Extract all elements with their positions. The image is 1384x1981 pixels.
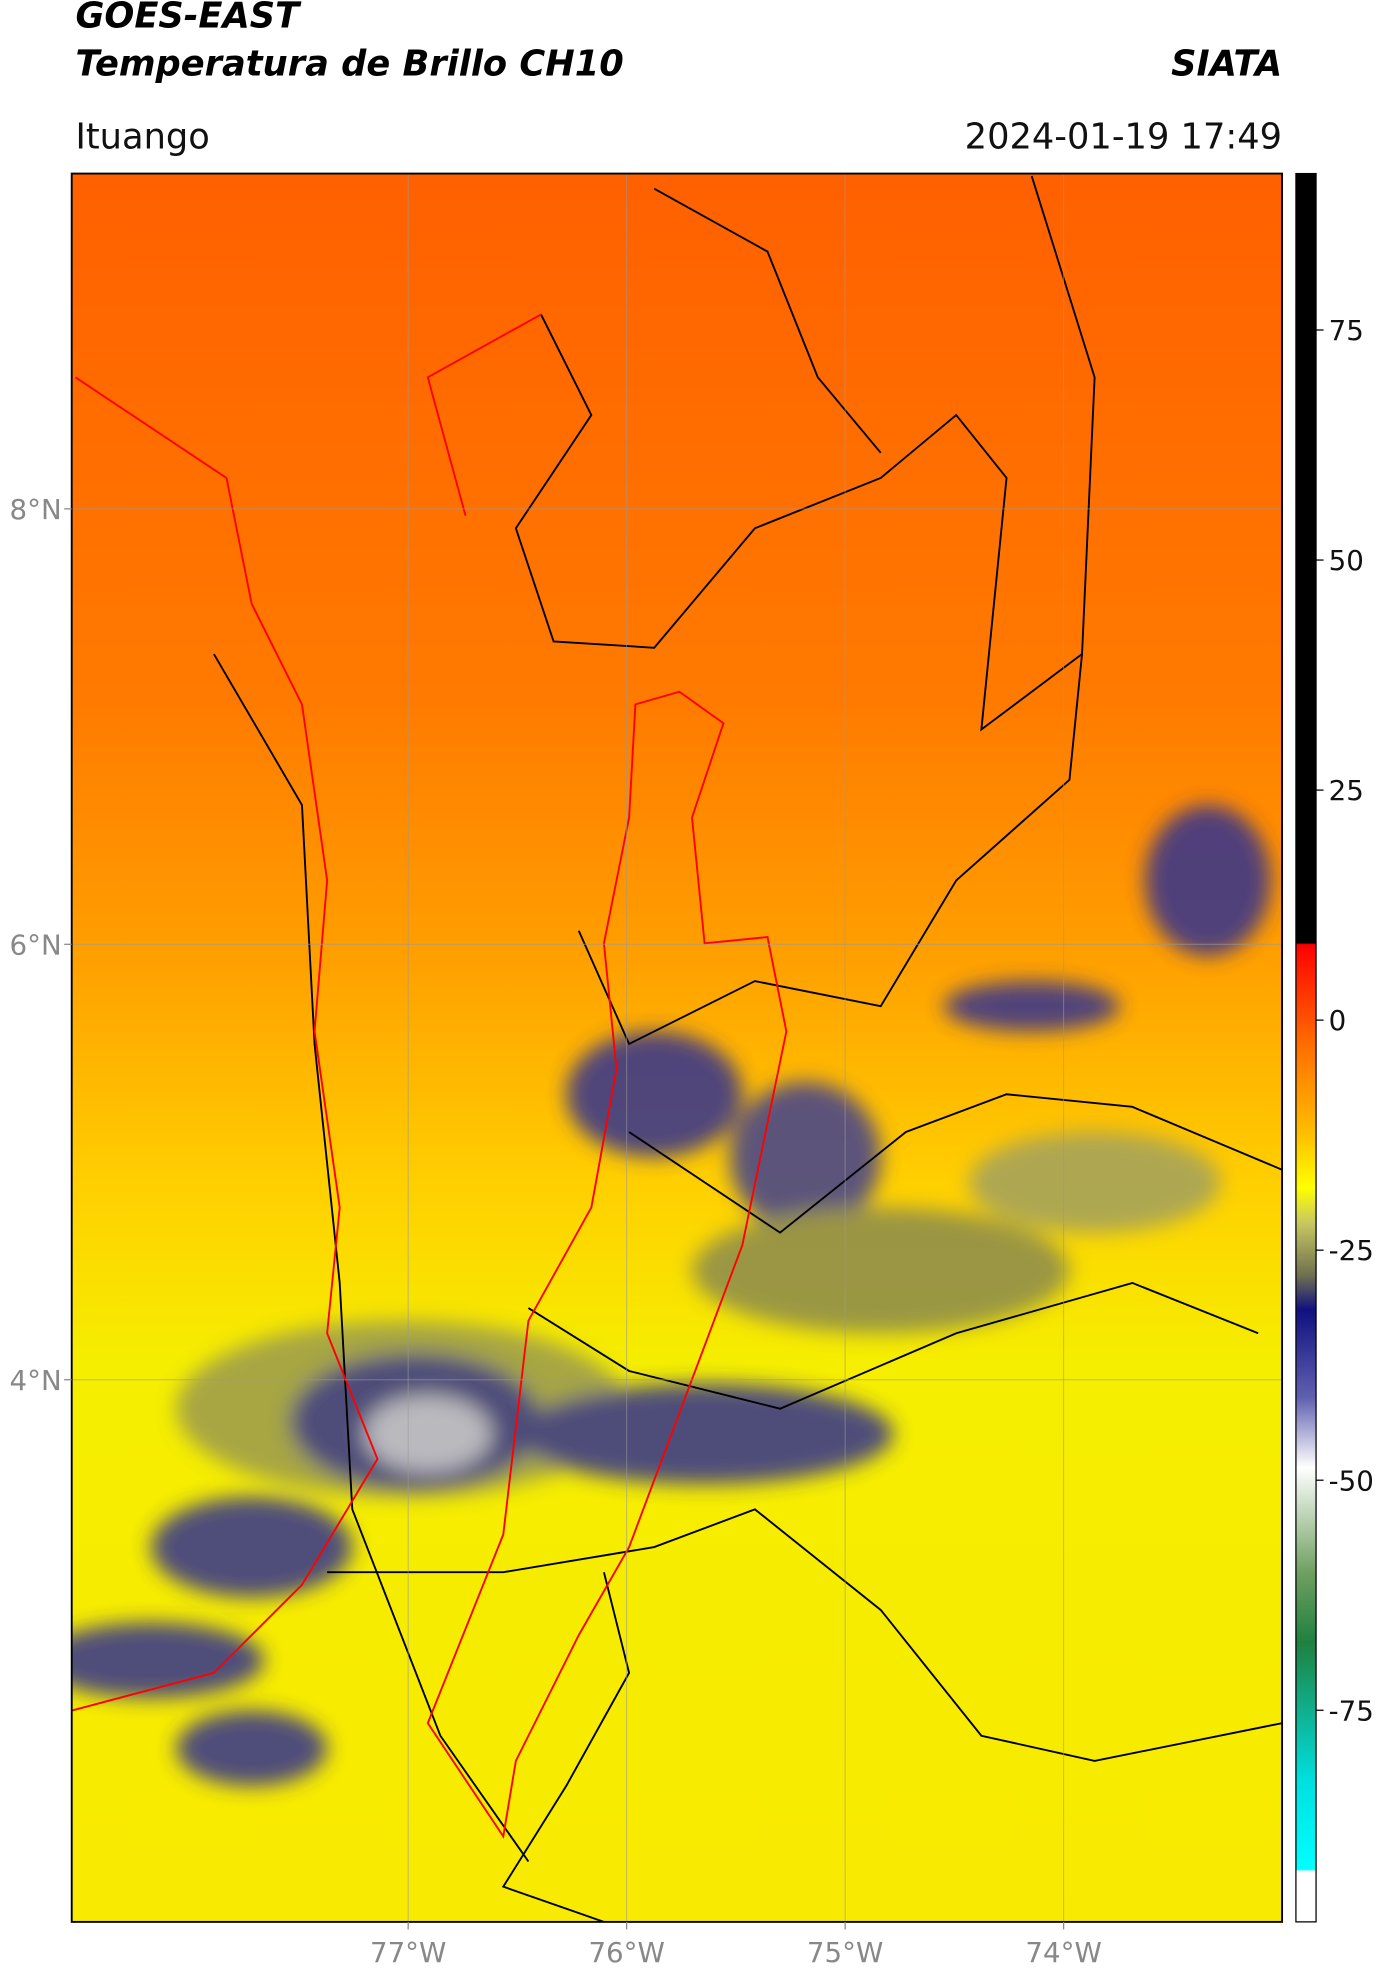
colorbar-tick-label: 50 (1329, 544, 1364, 577)
x-tick-label: 74°W (1025, 1936, 1101, 1969)
colorbar (1295, 172, 1317, 1923)
x-tick-label: 77°W (370, 1936, 446, 1969)
y-tick-label: 6°N (10, 928, 62, 961)
colorbar-tick-label: 75 (1329, 314, 1364, 347)
grid (71, 173, 1283, 1922)
map-frame (70, 172, 1284, 1923)
title: GOES-EAST (75, 0, 302, 37)
colorbar-tick-label: 25 (1329, 774, 1364, 807)
map-image (71, 173, 1283, 1922)
subtitle: Temperatura de Brillo CH10 (75, 43, 623, 84)
timestamp: 2024-01-19 17:49 (965, 116, 1282, 157)
colorbar-tick-label: -25 (1329, 1234, 1374, 1267)
location: Ituango (75, 116, 209, 157)
y-tick-label: 4°N (10, 1364, 62, 1397)
source: SIATA (1171, 43, 1282, 84)
x-tick-label: 76°W (588, 1936, 664, 1969)
colorbar-tick-label: 0 (1329, 1004, 1347, 1037)
x-tick-label: 75°W (807, 1936, 883, 1969)
y-tick-label: 8°N (10, 493, 62, 526)
colorbar-tick-label: -75 (1329, 1694, 1374, 1727)
colorbar-tick-label: -50 (1329, 1464, 1374, 1497)
